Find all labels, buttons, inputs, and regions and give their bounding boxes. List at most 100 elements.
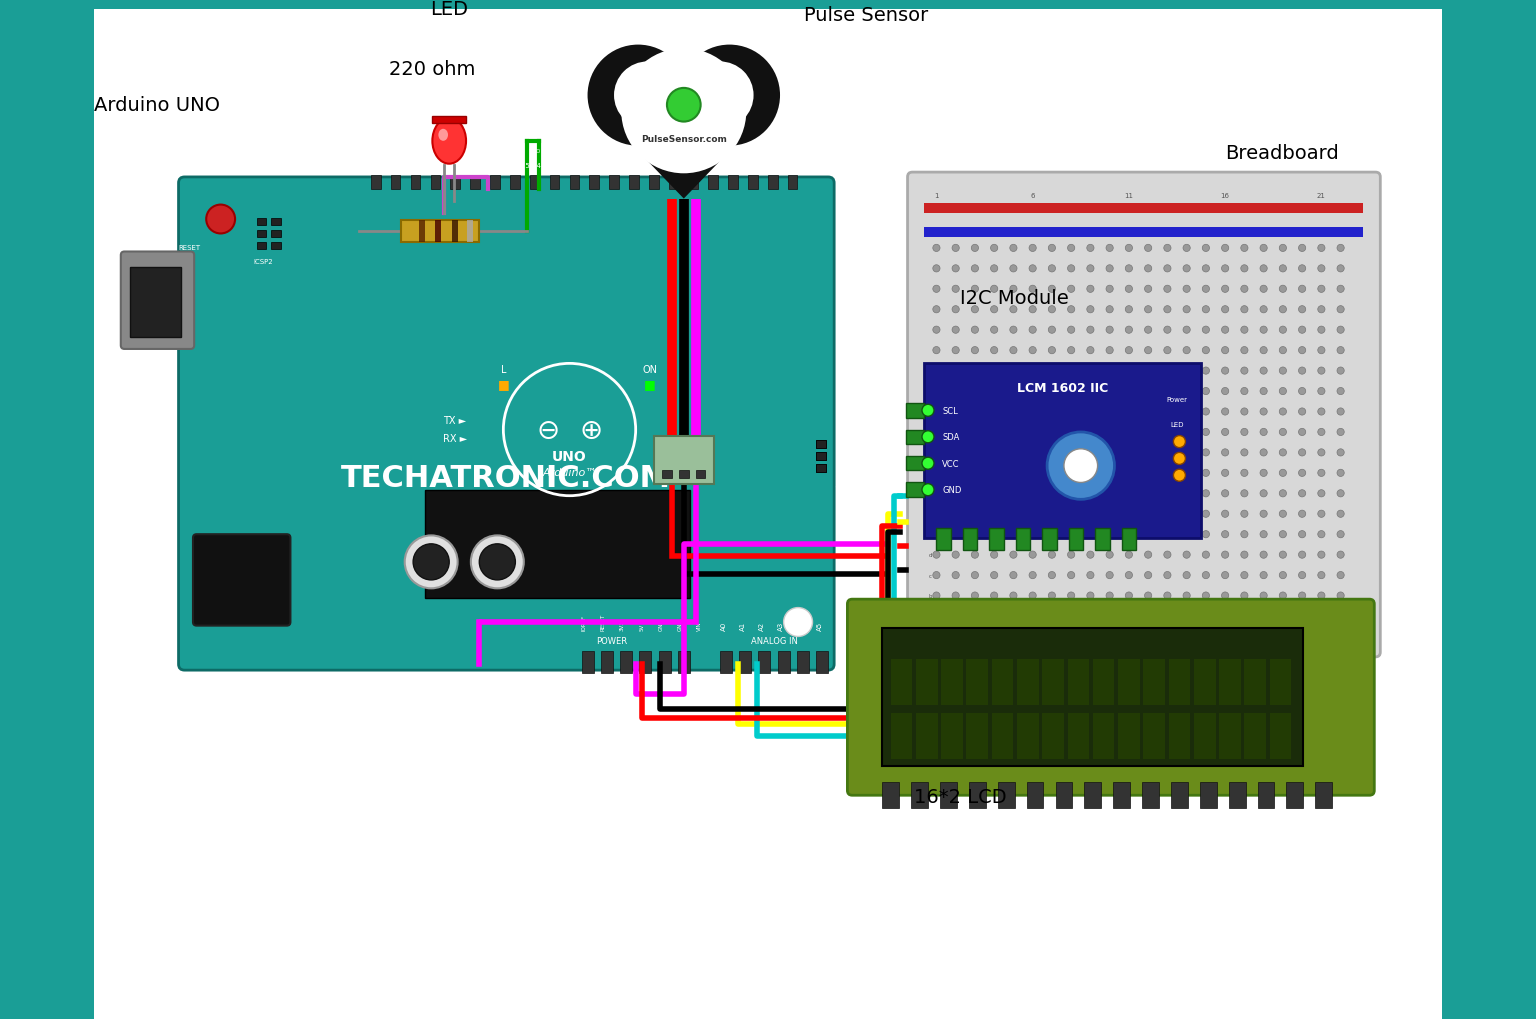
Text: A0: A0 (720, 622, 727, 631)
Circle shape (971, 245, 978, 253)
Circle shape (1048, 551, 1055, 558)
Circle shape (991, 572, 998, 579)
Circle shape (991, 347, 998, 355)
Bar (942, 659, 963, 705)
Circle shape (1029, 551, 1037, 558)
Circle shape (1260, 409, 1267, 416)
Circle shape (932, 449, 940, 457)
Circle shape (1048, 327, 1055, 334)
Circle shape (1241, 409, 1247, 416)
Bar (1092, 659, 1115, 705)
Circle shape (206, 206, 235, 234)
Circle shape (971, 409, 978, 416)
Bar (1200, 783, 1217, 809)
Circle shape (1183, 307, 1190, 314)
Circle shape (1298, 592, 1306, 599)
Circle shape (687, 62, 754, 129)
Circle shape (1183, 368, 1190, 375)
Text: VIN: VIN (697, 622, 702, 631)
Circle shape (1183, 245, 1190, 253)
Circle shape (1318, 327, 1326, 334)
Circle shape (1144, 245, 1152, 253)
Circle shape (1029, 347, 1037, 355)
Circle shape (932, 572, 940, 579)
Bar (915, 659, 937, 705)
Text: AREF  GND  13  12  11  10  9   8      7   6   5   4   3   2   1   0: AREF GND 13 12 11 10 9 8 7 6 5 4 3 2 1 0 (376, 163, 585, 169)
Circle shape (1164, 551, 1170, 558)
Circle shape (1126, 572, 1132, 579)
Text: UNO: UNO (551, 449, 587, 464)
Circle shape (1029, 266, 1037, 273)
Circle shape (1009, 327, 1017, 334)
Circle shape (1183, 551, 1190, 558)
Circle shape (1087, 245, 1094, 253)
Bar (1193, 713, 1215, 759)
Circle shape (1029, 327, 1037, 334)
Circle shape (991, 470, 998, 477)
Text: RESET: RESET (601, 613, 605, 631)
Circle shape (952, 307, 960, 314)
Circle shape (1144, 347, 1152, 355)
Circle shape (1183, 511, 1190, 518)
Text: e: e (929, 532, 932, 537)
Circle shape (1164, 286, 1170, 293)
Bar (1092, 713, 1115, 759)
Circle shape (1144, 612, 1152, 620)
Bar (1118, 713, 1140, 759)
Circle shape (952, 470, 960, 477)
Text: 16: 16 (1221, 193, 1230, 199)
Circle shape (1009, 286, 1017, 293)
Circle shape (1336, 307, 1344, 314)
Circle shape (472, 536, 524, 589)
Bar (639, 651, 651, 673)
Text: A4: A4 (797, 622, 803, 631)
Circle shape (1183, 449, 1190, 457)
Circle shape (1260, 245, 1267, 253)
Circle shape (952, 612, 960, 620)
Circle shape (991, 531, 998, 538)
Circle shape (1048, 388, 1055, 395)
Bar (816, 651, 828, 673)
Circle shape (1183, 572, 1190, 579)
Circle shape (1318, 551, 1326, 558)
Circle shape (922, 484, 934, 496)
Circle shape (1087, 449, 1094, 457)
Circle shape (1241, 511, 1247, 518)
Circle shape (1126, 388, 1132, 395)
Circle shape (1029, 368, 1037, 375)
Circle shape (1221, 551, 1229, 558)
Circle shape (1241, 388, 1247, 395)
Circle shape (1183, 612, 1190, 620)
Circle shape (1087, 470, 1094, 477)
Text: TX ►: TX ► (444, 416, 467, 426)
Circle shape (1279, 388, 1287, 395)
Bar (748, 175, 757, 190)
Circle shape (1126, 307, 1132, 314)
Circle shape (932, 368, 940, 375)
Bar (816, 441, 826, 448)
Circle shape (1279, 592, 1287, 599)
Circle shape (1279, 449, 1287, 457)
Bar (550, 175, 559, 190)
Circle shape (1087, 266, 1094, 273)
Circle shape (1029, 531, 1037, 538)
Circle shape (1203, 368, 1209, 375)
Circle shape (932, 245, 940, 253)
Circle shape (1068, 572, 1075, 579)
Circle shape (1221, 429, 1229, 436)
Circle shape (1068, 266, 1075, 273)
Circle shape (1241, 490, 1247, 497)
Circle shape (971, 347, 978, 355)
Circle shape (1241, 470, 1247, 477)
Circle shape (1336, 551, 1344, 558)
Circle shape (1068, 592, 1075, 599)
Circle shape (971, 429, 978, 436)
Bar (677, 651, 690, 673)
Circle shape (1336, 347, 1344, 355)
Circle shape (1164, 449, 1170, 457)
Circle shape (1048, 612, 1055, 620)
Circle shape (932, 429, 940, 436)
Ellipse shape (438, 129, 449, 142)
Circle shape (1087, 551, 1094, 558)
Circle shape (1144, 531, 1152, 538)
